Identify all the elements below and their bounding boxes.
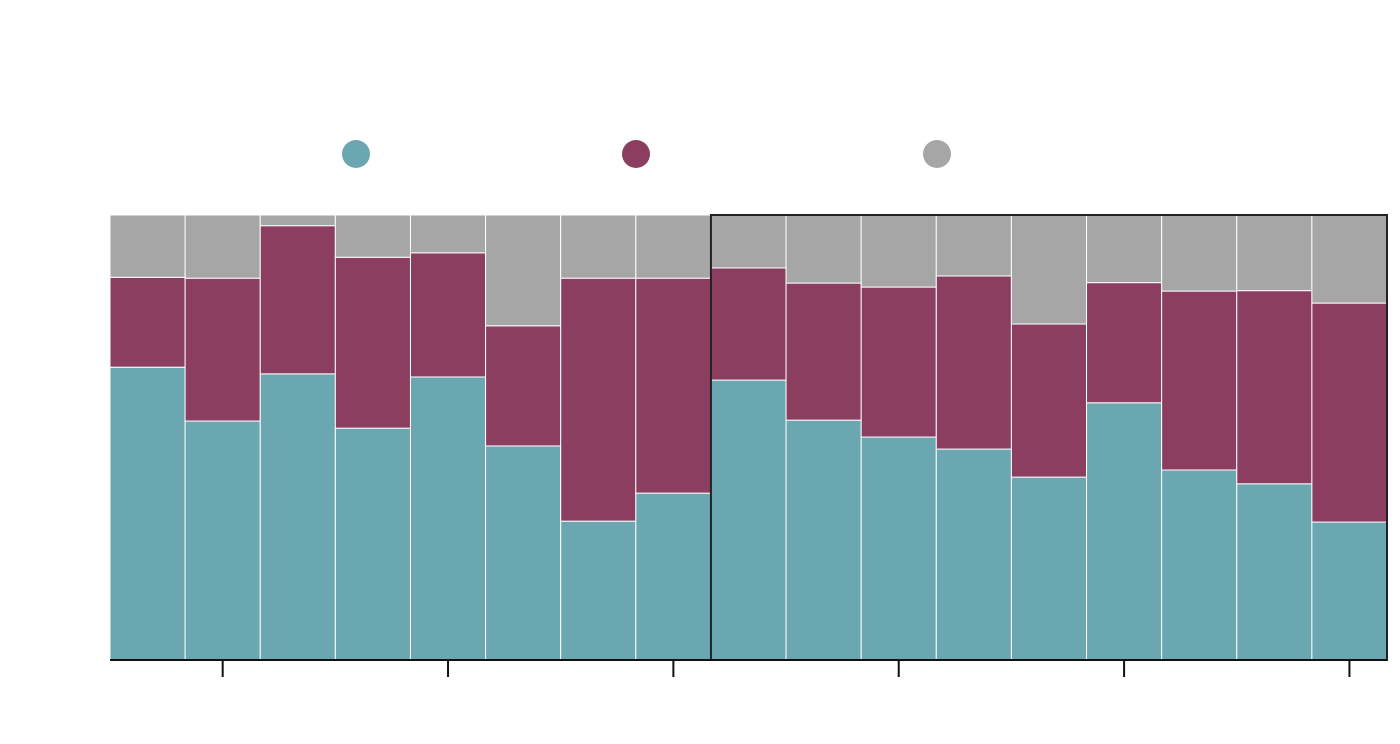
bar-segment — [1086, 214, 1163, 284]
bar-segment — [935, 275, 1012, 450]
bar-segment — [1161, 290, 1238, 471]
bar-segment — [785, 214, 862, 284]
bar-segment — [1236, 290, 1313, 485]
bar-segment — [259, 214, 336, 227]
bar-segment — [710, 267, 787, 381]
bar-segment — [109, 366, 186, 661]
bar-segment — [1086, 282, 1163, 404]
bar-segment — [860, 436, 937, 661]
bar-segment — [935, 448, 1012, 661]
bar-segment — [1311, 302, 1388, 523]
bar-segment — [1236, 214, 1313, 292]
bar-segment — [1311, 214, 1388, 304]
bar-segment — [334, 256, 411, 429]
bar-segment — [184, 214, 261, 279]
bar-segment — [860, 286, 937, 438]
bar-segment — [334, 214, 411, 258]
bar-segment — [560, 520, 637, 661]
bar-segment — [635, 492, 712, 661]
bar-segment — [1236, 483, 1313, 661]
bar-segment — [1086, 402, 1163, 661]
legend-marker — [923, 140, 951, 168]
bar-segment — [1010, 214, 1088, 325]
bar-segment — [1010, 323, 1088, 478]
bar-segment — [1161, 214, 1238, 292]
bar-segment — [409, 376, 487, 661]
bar-segment — [109, 214, 186, 278]
bar-segment — [109, 276, 186, 368]
bar-segment — [560, 277, 637, 522]
bar-segment — [1010, 476, 1088, 661]
bar-segment — [860, 214, 937, 288]
bar-segment — [1311, 521, 1388, 661]
bar-segment — [409, 214, 487, 254]
bar-segment — [710, 214, 787, 269]
bar-segment — [485, 445, 562, 661]
bar-segment — [710, 379, 787, 661]
bar-segment — [259, 225, 336, 375]
bar-segment — [485, 325, 562, 447]
bar-segment — [409, 252, 487, 378]
bar-segment — [485, 214, 562, 327]
bar-segment — [184, 277, 261, 422]
bar-segment — [1161, 469, 1238, 661]
bar-segment — [785, 419, 862, 661]
bar-segment — [935, 214, 1012, 277]
bar-segment — [635, 277, 712, 494]
bar-segment — [334, 427, 411, 661]
bar-segment — [560, 214, 637, 279]
bar-segment — [184, 420, 261, 661]
legend-marker — [622, 140, 650, 168]
bar-segment — [785, 282, 862, 421]
bar-segment — [259, 373, 336, 661]
legend-marker — [342, 140, 370, 168]
bar-segment — [635, 214, 712, 279]
